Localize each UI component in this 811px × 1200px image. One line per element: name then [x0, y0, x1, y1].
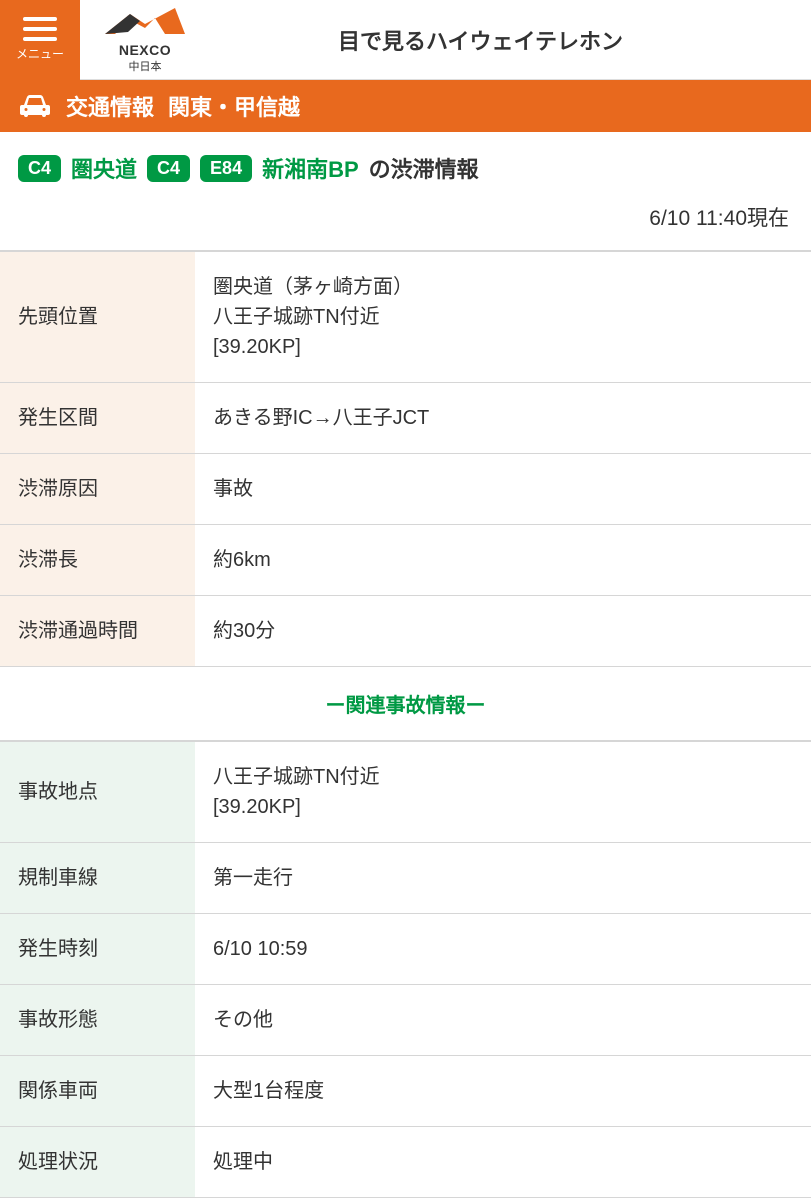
hamburger-icon: [23, 17, 57, 41]
row-label: 渋滞長: [0, 525, 195, 596]
row-label: 発生時刻: [0, 914, 195, 985]
row-label: 渋滞原因: [0, 454, 195, 525]
related-accident-header: ー関連事故情報ー: [0, 667, 811, 742]
congestion-table: 先頭位置圏央道（茅ヶ崎方面） 八王子城跡TN付近 [39.20KP]発生区間あき…: [0, 250, 811, 667]
table-row: 渋滞原因事故: [0, 454, 811, 525]
region-label: 関東・甲信越: [168, 90, 300, 122]
row-label: 関係車両: [0, 1056, 195, 1127]
table-row: 先頭位置圏央道（茅ヶ崎方面） 八王子城跡TN付近 [39.20KP]: [0, 251, 811, 383]
route-info: C4 圏央道 C4 E84 新湘南BP の渋滞情報: [0, 132, 811, 194]
route-suffix: の渋滞情報: [369, 152, 479, 184]
logo-subtext: 中日本: [129, 58, 162, 74]
row-label: 処理状況: [0, 1127, 195, 1198]
row-label: 規制車線: [0, 843, 195, 914]
route-badge-e84: E84: [200, 155, 252, 182]
row-value: 圏央道（茅ヶ崎方面） 八王子城跡TN付近 [39.20KP]: [195, 251, 811, 383]
category-bar: 交通情報 関東・甲信越: [0, 80, 811, 132]
row-value: 処理中: [195, 1127, 811, 1198]
logo-mark-icon: [100, 6, 190, 40]
menu-button[interactable]: メニュー: [0, 0, 80, 80]
row-value: 大型1台程度: [195, 1056, 811, 1127]
table-row: 規制車線第一走行: [0, 843, 811, 914]
table-row: 渋滞通過時間約30分: [0, 596, 811, 667]
row-value: あきる野IC→八王子JCT: [195, 383, 811, 454]
row-value: その他: [195, 985, 811, 1056]
row-value: 約30分: [195, 596, 811, 667]
row-label: 発生区間: [0, 383, 195, 454]
car-icon: [18, 93, 52, 119]
row-label: 事故形態: [0, 985, 195, 1056]
page-title: 目で見るハイウェイテレホン: [190, 24, 811, 56]
table-row: 事故地点八王子城跡TN付近 [39.20KP]: [0, 742, 811, 843]
app-header: メニュー NEXCO 中日本 目で見るハイウェイテレホン: [0, 0, 811, 80]
route-badge-c4-2: C4: [147, 155, 190, 182]
accident-table: 事故地点八王子城跡TN付近 [39.20KP]規制車線第一走行発生時刻6/10 …: [0, 742, 811, 1198]
row-label: 先頭位置: [0, 251, 195, 383]
row-value: 約6km: [195, 525, 811, 596]
row-value: 事故: [195, 454, 811, 525]
row-value: 八王子城跡TN付近 [39.20KP]: [195, 742, 811, 843]
route-name-2: 新湘南BP: [262, 152, 359, 184]
row-label: 渋滞通過時間: [0, 596, 195, 667]
row-value: 6/10 10:59: [195, 914, 811, 985]
table-row: 渋滞長約6km: [0, 525, 811, 596]
logo-text: NEXCO: [119, 42, 171, 58]
table-row: 発生時刻6/10 10:59: [0, 914, 811, 985]
table-row: 処理状況処理中: [0, 1127, 811, 1198]
category-label: 交通情報: [66, 90, 154, 122]
table-row: 事故形態その他: [0, 985, 811, 1056]
update-timestamp: 6/10 11:40現在: [0, 194, 811, 250]
nexco-logo[interactable]: NEXCO 中日本: [100, 6, 190, 74]
route-badge-c4-1: C4: [18, 155, 61, 182]
menu-label: メニュー: [16, 45, 64, 62]
row-label: 事故地点: [0, 742, 195, 843]
route-name-1: 圏央道: [71, 152, 137, 184]
table-row: 関係車両大型1台程度: [0, 1056, 811, 1127]
table-row: 発生区間あきる野IC→八王子JCT: [0, 383, 811, 454]
row-value: 第一走行: [195, 843, 811, 914]
